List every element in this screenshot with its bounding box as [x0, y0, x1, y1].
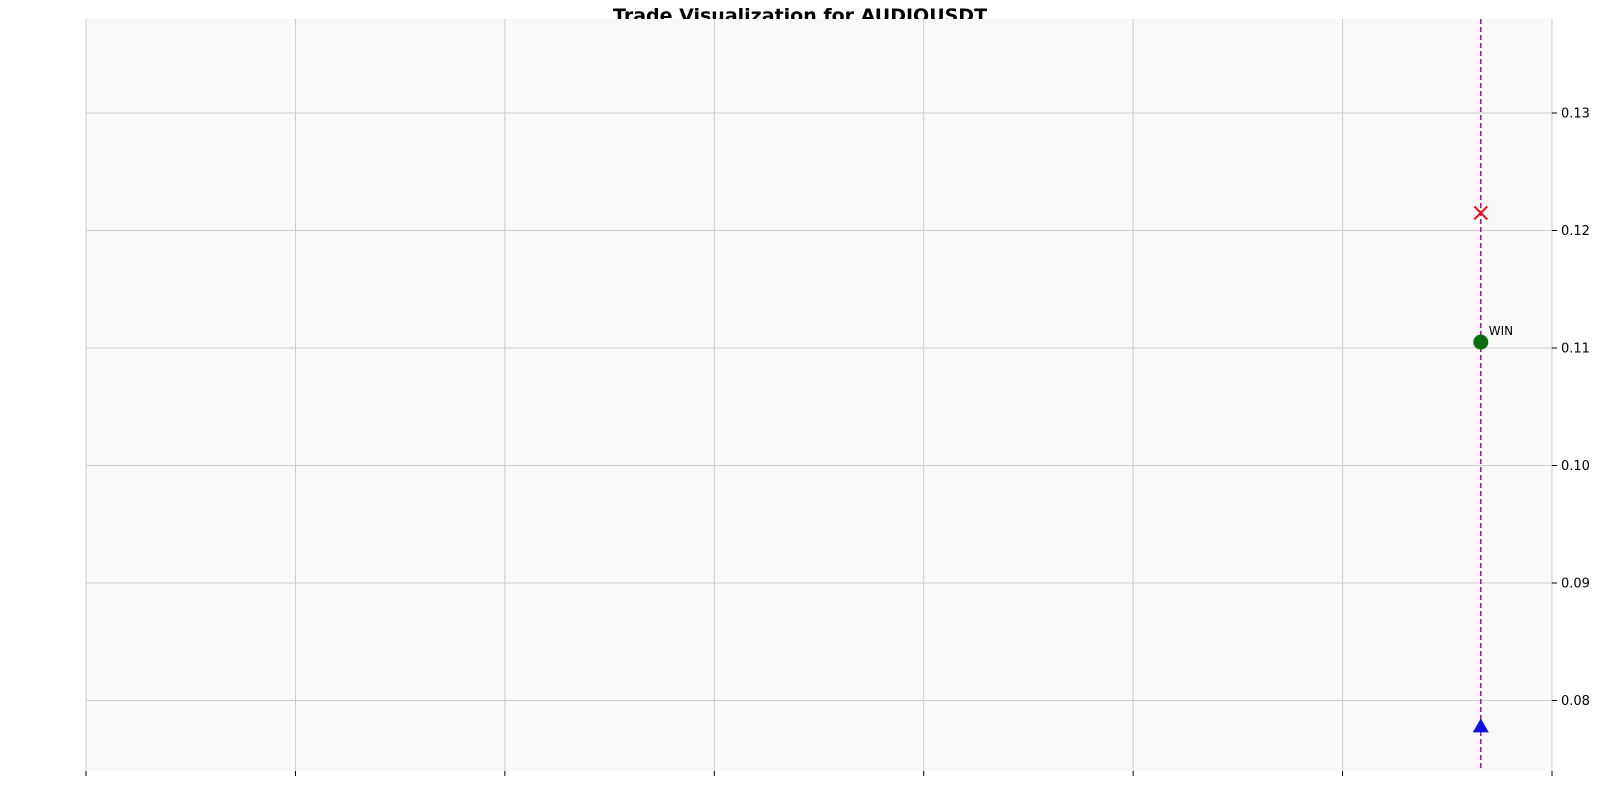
y-tick-label: 0.12: [1561, 224, 1590, 239]
grid: [85, 19, 1553, 771]
axes: 0.08 0.09 0.10 0.11 0.12 0.13: [85, 107, 1590, 776]
y-tick-label: 0.09: [1561, 577, 1590, 592]
y-tick-label: 0.11: [1561, 342, 1590, 357]
trade-result-label: WIN: [1489, 324, 1513, 338]
y-tick-label: 0.13: [1561, 107, 1590, 122]
exit-marker: [1473, 334, 1489, 350]
y-tick-label: 0.08: [1561, 694, 1590, 709]
plot-area: [86, 19, 1552, 771]
y-tick-label: 0.10: [1561, 459, 1590, 474]
stop-loss-marker: [1473, 205, 1489, 221]
data-marks: WIN: [1472, 19, 1513, 771]
entry-marker: [1472, 718, 1489, 733]
